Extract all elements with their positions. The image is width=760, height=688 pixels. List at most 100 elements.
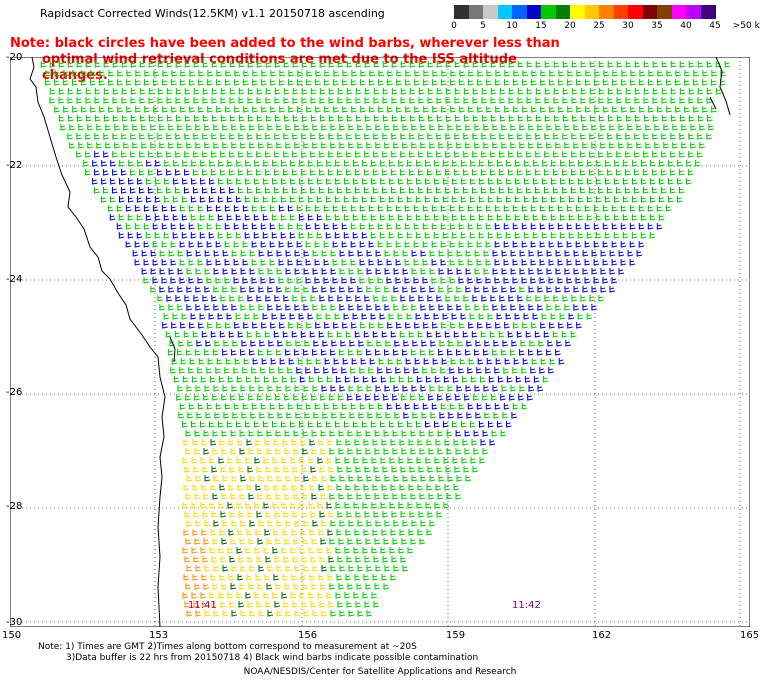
wind-barb xyxy=(185,430,192,437)
wind-barb xyxy=(332,367,338,374)
wind-barb xyxy=(456,385,463,392)
wind-barb xyxy=(328,115,335,122)
wind-barb xyxy=(569,196,575,203)
wind-barb xyxy=(328,511,335,518)
wind-barb xyxy=(355,115,362,122)
wind-barb xyxy=(299,502,306,509)
wind-barb xyxy=(94,115,101,122)
wind-barb xyxy=(429,250,436,257)
wind-barb xyxy=(468,106,474,113)
wind-barb xyxy=(359,277,366,284)
wind-barb xyxy=(227,160,233,167)
wind-barb xyxy=(274,169,280,176)
wind-barb xyxy=(432,106,438,113)
wind-barb xyxy=(215,223,222,230)
wind-barb xyxy=(308,178,314,185)
wind-barb xyxy=(263,421,269,428)
wind-barb xyxy=(321,520,328,527)
wind-barb xyxy=(600,142,606,149)
wind-barb xyxy=(321,475,328,482)
wind-barb xyxy=(150,250,157,257)
wind-barb xyxy=(265,151,271,158)
island xyxy=(709,96,717,110)
wind-barb xyxy=(320,394,326,401)
wind-barb xyxy=(620,241,627,248)
wind-barb xyxy=(336,331,343,338)
wind-barb xyxy=(194,394,200,401)
wind-barb xyxy=(384,520,391,527)
wind-barb xyxy=(629,241,636,248)
wind-barb xyxy=(273,529,280,536)
wind-barb xyxy=(616,133,622,140)
wind-barb xyxy=(346,169,352,176)
wind-barb xyxy=(438,349,444,356)
wind-barb xyxy=(661,187,667,194)
wind-barb xyxy=(474,349,480,356)
wind-barb xyxy=(85,151,91,158)
wind-barb xyxy=(242,367,248,374)
wind-barb xyxy=(269,277,276,284)
wind-barb xyxy=(272,160,278,167)
wind-barb xyxy=(481,169,487,176)
wind-barb xyxy=(218,160,224,167)
wind-barb xyxy=(524,160,530,167)
wind-barb xyxy=(528,304,534,311)
wind-barb xyxy=(267,349,273,356)
wind-barb xyxy=(383,430,390,437)
wind-barb xyxy=(495,79,501,86)
wind-barb xyxy=(468,322,474,329)
wind-barb xyxy=(546,268,553,275)
wind-barb xyxy=(477,70,483,77)
wind-barb xyxy=(472,97,479,104)
wind-barb xyxy=(582,124,588,131)
wind-barb xyxy=(391,556,398,563)
wind-barb xyxy=(185,394,191,401)
wind-barb xyxy=(395,205,402,212)
wind-barb xyxy=(584,241,591,248)
wind-barb xyxy=(526,97,533,104)
wind-barb xyxy=(121,61,128,68)
wind-barb xyxy=(186,124,192,131)
wind-barb xyxy=(398,160,404,167)
wind-barb xyxy=(462,331,469,338)
wind-barb xyxy=(302,394,308,401)
wind-barb xyxy=(571,151,577,158)
wind-barb xyxy=(300,484,307,491)
wind-barb xyxy=(181,214,188,221)
wind-barb xyxy=(567,79,573,86)
wind-barb xyxy=(395,223,402,230)
wind-barb xyxy=(81,79,87,86)
wind-barb xyxy=(215,367,221,374)
wind-barb xyxy=(312,304,318,311)
wind-barb xyxy=(539,223,546,230)
wind-barb xyxy=(466,412,472,419)
wind-barb xyxy=(607,88,614,95)
wind-barb xyxy=(582,268,589,275)
wind-barb xyxy=(189,79,195,86)
wind-barb xyxy=(211,556,218,563)
wind-barb xyxy=(542,196,548,203)
wind-barb xyxy=(558,79,564,86)
wind-barb xyxy=(348,286,354,293)
wind-barb xyxy=(427,511,434,518)
wind-barb xyxy=(103,97,110,104)
wind-barb xyxy=(219,331,226,338)
wind-barb xyxy=(274,88,281,95)
wind-barb xyxy=(351,106,357,113)
wind-barb xyxy=(459,358,466,365)
wind-barb xyxy=(459,70,465,77)
wind-barb xyxy=(409,61,416,68)
footnote-line-1: Note: 1) Times are GMT 2)Times along bot… xyxy=(38,642,417,652)
wind-barb xyxy=(220,601,227,608)
wind-barb xyxy=(360,106,366,113)
wind-barb xyxy=(438,304,444,311)
wind-barb xyxy=(362,547,369,554)
wind-barb xyxy=(643,115,650,122)
wind-barb xyxy=(231,475,238,482)
wind-barb xyxy=(582,304,588,311)
wind-barb xyxy=(285,304,291,311)
wind-barb xyxy=(291,439,298,446)
wind-barb xyxy=(226,196,233,203)
wind-barb xyxy=(302,448,309,455)
wind-barb xyxy=(377,241,384,248)
